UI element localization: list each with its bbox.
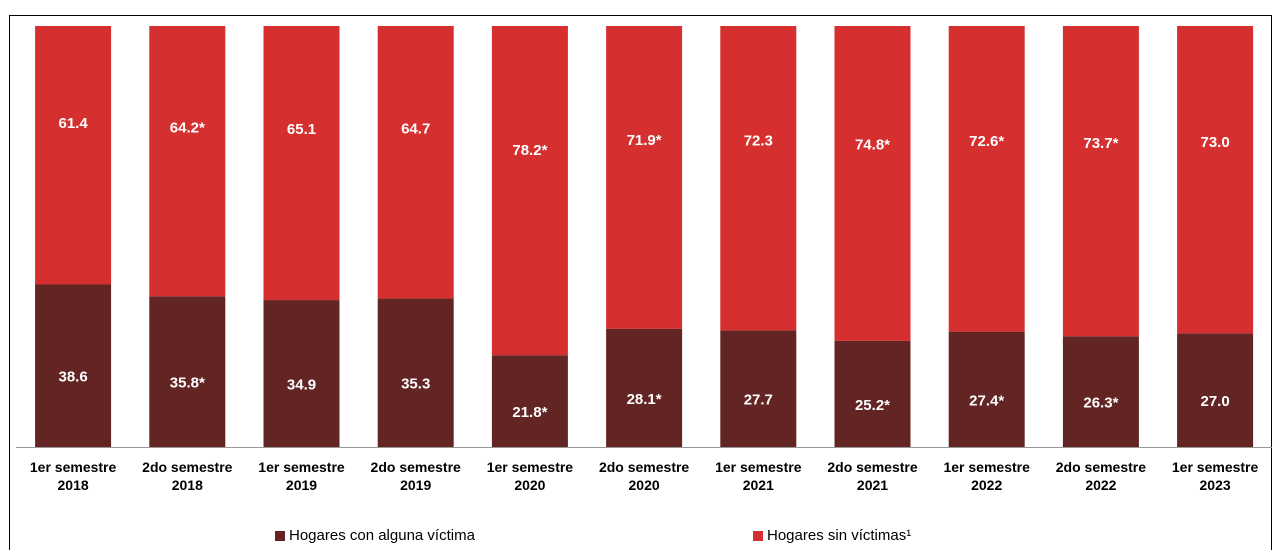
bar-segment — [377, 298, 454, 447]
value-label: 61.4 — [58, 115, 88, 132]
value-label: 74.8* — [855, 137, 890, 154]
legend-entry: Hogares con alguna víctima — [275, 527, 475, 544]
x-tick-label: 1er semestre 2018 — [29, 459, 117, 493]
x-tick-label: 2do semestre 2020 — [598, 459, 690, 493]
value-label: 21.8* — [512, 404, 547, 421]
x-tick-label: 1er semestre 2021 — [715, 459, 802, 493]
x-tick-label: 2do semestre 2022 — [1055, 459, 1147, 493]
value-label: 78.2* — [512, 142, 547, 159]
value-label: 27.7 — [744, 392, 773, 409]
bar-segment — [149, 26, 226, 297]
x-tick-label: 2do semestre 2019 — [370, 459, 461, 493]
bar-segment — [948, 331, 1025, 447]
value-label: 27.0 — [1200, 393, 1229, 410]
value-label: 38.6 — [58, 369, 87, 386]
bar-segment — [606, 26, 683, 329]
legend-label: Hogares con alguna víctima — [289, 527, 475, 544]
value-label: 65.1 — [287, 121, 316, 138]
value-label: 27.4* — [969, 392, 1004, 409]
x-tick-label: 1er semestre 2019 — [258, 459, 345, 493]
legend-swatch — [753, 530, 763, 541]
bar-segment — [1062, 26, 1139, 337]
bar-segment — [834, 340, 911, 447]
value-label: 28.1* — [627, 391, 662, 408]
bar-segment — [35, 284, 112, 447]
value-label: 64.7 — [401, 120, 430, 137]
value-label: 35.8* — [170, 375, 205, 392]
bar-segment — [35, 26, 112, 285]
bar-segment — [948, 26, 1025, 332]
x-tick-label: 2do semestre 2021 — [827, 459, 918, 493]
value-label: 26.3* — [1083, 395, 1118, 412]
x-tick-label: 1er semestre 2022 — [943, 459, 1030, 493]
bar-segment — [491, 355, 568, 447]
frame — [9, 15, 1272, 550]
value-label: 72.6* — [969, 133, 1004, 150]
legend-label: Hogares sin víctimas¹ — [767, 527, 912, 544]
value-label: 71.9* — [627, 132, 662, 149]
value-label: 72.3 — [744, 133, 773, 150]
value-label: 25.2* — [855, 397, 890, 414]
value-label: 35.3 — [401, 376, 430, 393]
legend-entry: Hogares sin víctimas¹ — [753, 527, 911, 544]
value-label: 73.0 — [1200, 134, 1229, 151]
bar-segment — [263, 26, 340, 301]
x-tick-label: 1er semestre 2020 — [486, 459, 574, 493]
bar-segment — [1177, 26, 1254, 334]
bar-segment — [263, 300, 340, 447]
value-label: 64.2* — [170, 120, 205, 137]
legend-swatch — [275, 530, 285, 541]
bar-segment — [149, 296, 226, 447]
bar-segment — [377, 26, 454, 299]
bar-segment — [720, 26, 797, 331]
bar-segment — [1177, 333, 1254, 447]
bar-segment — [606, 328, 683, 447]
x-tick-label: 1er semestre 2023 — [1171, 459, 1259, 493]
bar-segment — [491, 26, 568, 356]
bar-segment — [720, 330, 797, 447]
value-label: 34.9 — [287, 377, 316, 394]
bar-segment — [1062, 336, 1139, 447]
x-tick-label: 2do semestre 2018 — [142, 459, 233, 493]
bar-segment — [834, 26, 911, 341]
value-label: 73.7* — [1083, 135, 1118, 152]
